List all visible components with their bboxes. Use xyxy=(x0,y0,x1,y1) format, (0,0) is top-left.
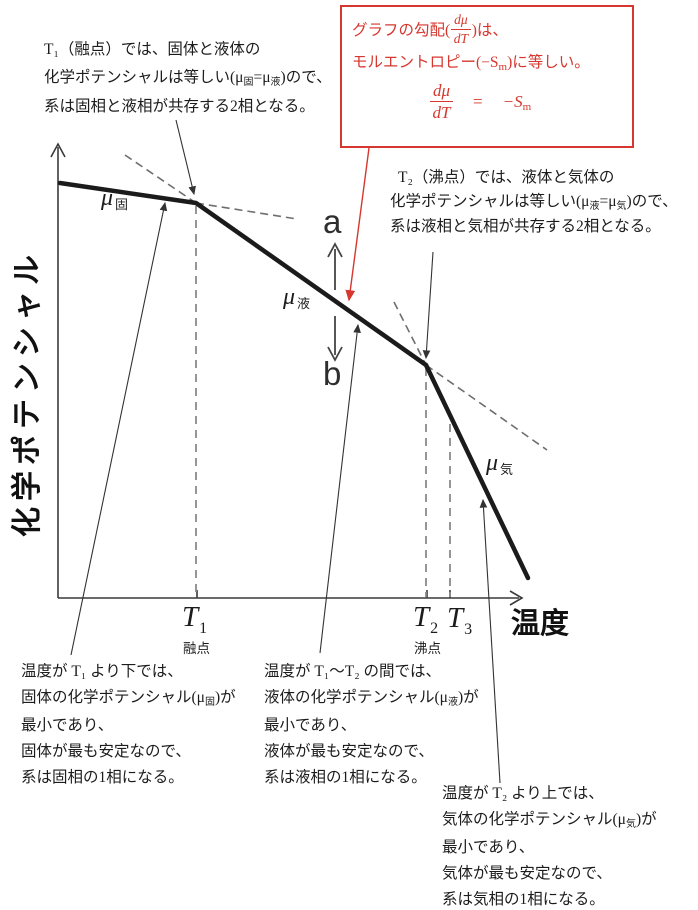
t2-label: T2 xyxy=(413,601,439,637)
mu-symbol: μ xyxy=(283,284,296,310)
inline-fraction: dμ dT xyxy=(451,13,471,45)
note-line: 系は気相の1相になる。 xyxy=(442,891,605,908)
note-line: 温度が T₁ より下では、 xyxy=(21,663,183,680)
pointer-t2-note xyxy=(422,251,434,360)
note-pointer-arrows xyxy=(70,119,501,784)
note-line: 温度が T₁～T₂ の間では、 xyxy=(264,663,441,680)
equation-rhs: −Sm xyxy=(502,91,532,113)
direction-b-label: b xyxy=(323,355,342,392)
vertical-guide-dashes xyxy=(195,206,451,597)
mu-symbol: μ xyxy=(486,450,499,476)
note-line: 系は液相と気相が共存する2相となる。 xyxy=(390,218,661,235)
above-t2-note: 温度が T₂ より上では、 気体の化学ポテンシャル(μ気)が 最小であり、 気体… xyxy=(442,781,657,910)
between-t1-t2-note: 温度が T₁～T₂ の間では、 液体の化学ポテンシャル(μ液)が 最小であり、 … xyxy=(264,659,479,791)
t1-symbol: T xyxy=(182,601,199,633)
pointer-liquid-note xyxy=(319,323,361,654)
pointer-solid-note xyxy=(70,201,168,656)
t3-symbol: T xyxy=(447,602,464,634)
note-line: 最小であり、 xyxy=(21,717,114,734)
gradient-box-line2: モルエントロピー(−Sm)に等しい。 xyxy=(352,54,590,73)
note-line: 気体が最も安定なので、 xyxy=(442,865,612,882)
gradient-box-line1: グラフの勾配( dμ dT )は、 xyxy=(352,12,508,46)
direction-a-label: a xyxy=(323,203,342,240)
t1-label: T1 xyxy=(182,601,208,637)
x-axis-label: 温度 xyxy=(511,608,570,640)
t2-subscript: 2 xyxy=(430,620,439,637)
note-line: 固体の化学ポテンシャル(μ固)が xyxy=(21,689,236,708)
mu-symbol: μ xyxy=(101,185,114,211)
note-line: 液体の化学ポテンシャル(μ液)が xyxy=(264,689,479,708)
y-axis xyxy=(50,142,66,598)
note-line: T₁（融点）では、固体と液体の xyxy=(44,41,261,58)
mu-gas-subscript: 気 xyxy=(500,462,514,477)
note-line: 固体が最も安定なので、 xyxy=(21,743,191,760)
note-line: 最小であり、 xyxy=(442,839,535,856)
y-axis-label: 化学ポテンシャル xyxy=(11,249,44,537)
mu-curve xyxy=(57,180,531,581)
note-line: 系は固相と液相が共存する2相となる。 xyxy=(44,98,315,115)
t3-label: T3 xyxy=(447,602,473,638)
gradient-formula-box: グラフの勾配( dμ dT )は、 モルエントロピー(−Sm)に等しい。 dμ … xyxy=(340,5,634,148)
direction-b-arrow xyxy=(327,316,343,362)
y-axis-arrow-icon xyxy=(50,142,66,158)
note-line: T₂（沸点）では、液体と気体の xyxy=(398,169,615,186)
t2-symbol: T xyxy=(413,601,430,633)
gradient-box-arrow xyxy=(345,147,370,302)
note-line: 化学ポテンシャルは等しい(μ固=μ液)ので、 xyxy=(44,68,332,88)
pointer-t1-note xyxy=(175,119,196,196)
t1-subscript: 1 xyxy=(199,620,208,637)
t1-tangent-dashes xyxy=(124,154,298,220)
x-axis xyxy=(58,590,524,606)
x-axis-arrow-icon xyxy=(509,590,524,606)
t2-caption: 沸点 xyxy=(414,641,441,656)
pointer-gas-note xyxy=(479,498,501,784)
note-line: 液体が最も安定なので、 xyxy=(264,743,434,760)
note-line: 最小であり、 xyxy=(264,717,357,734)
t2-boiling-note: T₂（沸点）では、液体と気体の 化学ポテンシャルは等しい(μ液=μ気)ので、 系… xyxy=(390,166,678,239)
t2-tangent-dashes xyxy=(393,301,548,451)
t1-caption: 融点 xyxy=(183,641,210,656)
mu-solid-subscript: 固 xyxy=(115,197,129,212)
gradient-equation: dμ dT = −Sm xyxy=(430,82,632,121)
note-line: 温度が T₂ より上では、 xyxy=(442,785,604,802)
note-line: 気体の化学ポテンシャル(μ気)が xyxy=(442,811,657,830)
below-t1-note: 温度が T₁ より下では、 固体の化学ポテンシャル(μ固)が 最小であり、 固体… xyxy=(21,659,236,791)
mu-liquid-subscript: 液 xyxy=(297,296,311,311)
note-line: 系は固相の1相になる。 xyxy=(21,769,184,786)
equation-fraction: dμ dT xyxy=(430,82,454,121)
note-line: 系は液相の1相になる。 xyxy=(264,769,427,786)
equals-sign: = xyxy=(473,91,483,111)
direction-a-arrow xyxy=(327,242,343,290)
note-line: 化学ポテンシャルは等しい(μ液=μ気)ので、 xyxy=(390,192,678,212)
t1-melting-note: T₁（融点）では、固体と液体の 化学ポテンシャルは等しい(μ固=μ液)ので、 系… xyxy=(44,36,332,121)
t3-subscript: 3 xyxy=(464,621,473,638)
